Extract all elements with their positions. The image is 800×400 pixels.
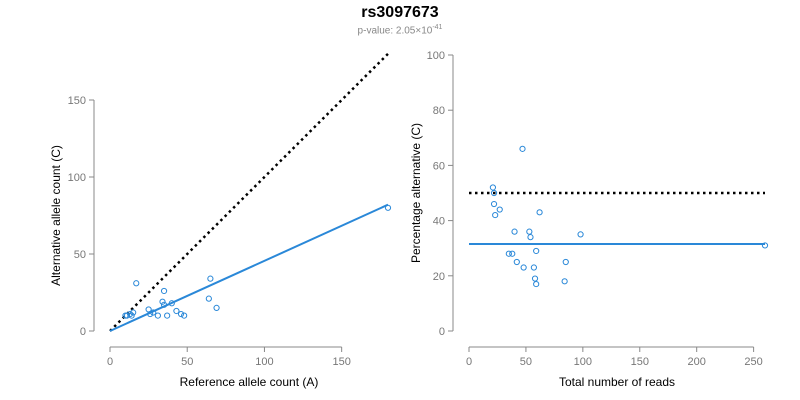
plot2-data-point: [761, 242, 769, 249]
plot1-x-axis-title: Reference allele count (A): [180, 375, 319, 389]
plot1-data-point: [160, 301, 168, 308]
plot1-x-tick-label: 150: [332, 356, 350, 368]
plot2-y-tick-label: 40: [433, 216, 445, 228]
plot2-data-point: [531, 275, 539, 282]
plot2-x-tick-label: 150: [631, 356, 649, 368]
plot2-data-point: [490, 189, 498, 197]
plot2-data-point: [490, 200, 498, 208]
plot1-data-point: [168, 300, 175, 307]
plot1-x-tick-label: 0: [107, 356, 113, 368]
plot1-y-tick-label: 50: [74, 249, 86, 261]
plot2-y-axis-title: Percentage alternative (C): [409, 123, 423, 263]
plot1-data-point: [126, 310, 134, 318]
plot2-data-point: [527, 234, 534, 241]
plot1-data-point: [147, 310, 154, 318]
plot2-data-point: [509, 250, 516, 257]
plot2-x-tick-label: 250: [744, 356, 762, 368]
plot2-y-tick-label: 20: [433, 271, 445, 283]
plot2-data-point: [505, 250, 512, 257]
chart-title: rs3097673: [361, 4, 439, 21]
p-value-subtitle: p-value: 2.05×10-41: [0, 24, 800, 36]
plot1-data-point: [154, 312, 161, 319]
plot2-x-tick-label: 50: [520, 356, 532, 368]
plot1-data-point: [207, 275, 214, 282]
plot2-data-point: [562, 258, 569, 266]
plot2-data-point: [577, 231, 584, 238]
plot2-x-tick-label: 0: [466, 356, 472, 368]
plot2-y-tick-label: 60: [433, 160, 445, 172]
plot1-data-point: [173, 307, 180, 315]
plot1-data-point: [213, 304, 220, 311]
plot2-x-axis-title: Total number of reads: [559, 375, 675, 389]
plot2-data-point: [530, 264, 537, 271]
plot1-x-tick-label: 100: [255, 356, 273, 368]
plot1-fit-line: [109, 203, 389, 332]
plot2-data-point: [489, 184, 497, 191]
plot2-data-point: [561, 278, 568, 285]
plot2-data-point: [513, 258, 520, 266]
plot2-x-tick-label: 100: [574, 356, 592, 368]
plot1-data-point: [160, 287, 168, 295]
plot2-data-point: [533, 280, 540, 288]
plot1-y-axis-title: Alternative allele count (C): [49, 145, 63, 286]
plot1-y-tick-label: 100: [68, 172, 86, 184]
plot1-data-point: [130, 309, 137, 316]
plot1-data-point: [150, 309, 157, 316]
plot1-data-point: [128, 312, 135, 319]
plot2-y-tick-label: 100: [427, 50, 445, 62]
p-value-text: p-value: 2.05×10: [357, 25, 433, 37]
plot2-y-tick-label: 0: [439, 326, 445, 338]
plot1-data-point: [205, 295, 212, 302]
plot1-data-point: [123, 312, 131, 319]
plot1-data-point: [384, 204, 392, 211]
plot1-y-tick-label: 0: [80, 326, 86, 338]
plot2-data-point: [519, 145, 526, 152]
p-value-exponent: -41: [432, 24, 443, 31]
plot2-x-tick-label: 200: [688, 356, 706, 368]
plot1-data-point: [177, 310, 185, 318]
plot1-reference-line: [109, 52, 389, 332]
plot2-data-point: [496, 206, 503, 213]
plot2-data-point: [526, 228, 533, 235]
plot2-data-point: [520, 264, 527, 271]
plot2-y-tick-label: 80: [433, 105, 445, 117]
plot2-data-point: [536, 209, 543, 216]
plot2-data-point: [533, 247, 540, 255]
plot1-x-tick-label: 50: [181, 356, 193, 368]
plot2-data-point: [492, 211, 499, 219]
plot1-y-tick-label: 150: [68, 95, 86, 107]
plot2-data-point: [511, 228, 518, 235]
plot1-data-point: [133, 280, 140, 287]
plot1-data-point: [164, 312, 171, 319]
plot1-data-point: [181, 312, 188, 319]
plot1-data-point: [159, 298, 166, 305]
